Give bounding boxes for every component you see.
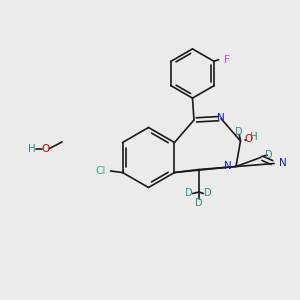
Text: O: O	[41, 143, 50, 154]
Text: O: O	[244, 134, 253, 145]
Text: N: N	[279, 158, 287, 169]
Text: D: D	[235, 127, 243, 137]
Text: D: D	[265, 150, 273, 160]
Text: D: D	[185, 188, 192, 199]
Text: H: H	[28, 143, 35, 154]
Text: F: F	[224, 55, 230, 65]
Text: N: N	[224, 160, 232, 171]
Text: N: N	[218, 113, 225, 123]
Text: H: H	[250, 131, 258, 142]
Text: D: D	[195, 198, 203, 208]
Text: Cl: Cl	[95, 166, 105, 176]
Text: D: D	[204, 188, 211, 199]
